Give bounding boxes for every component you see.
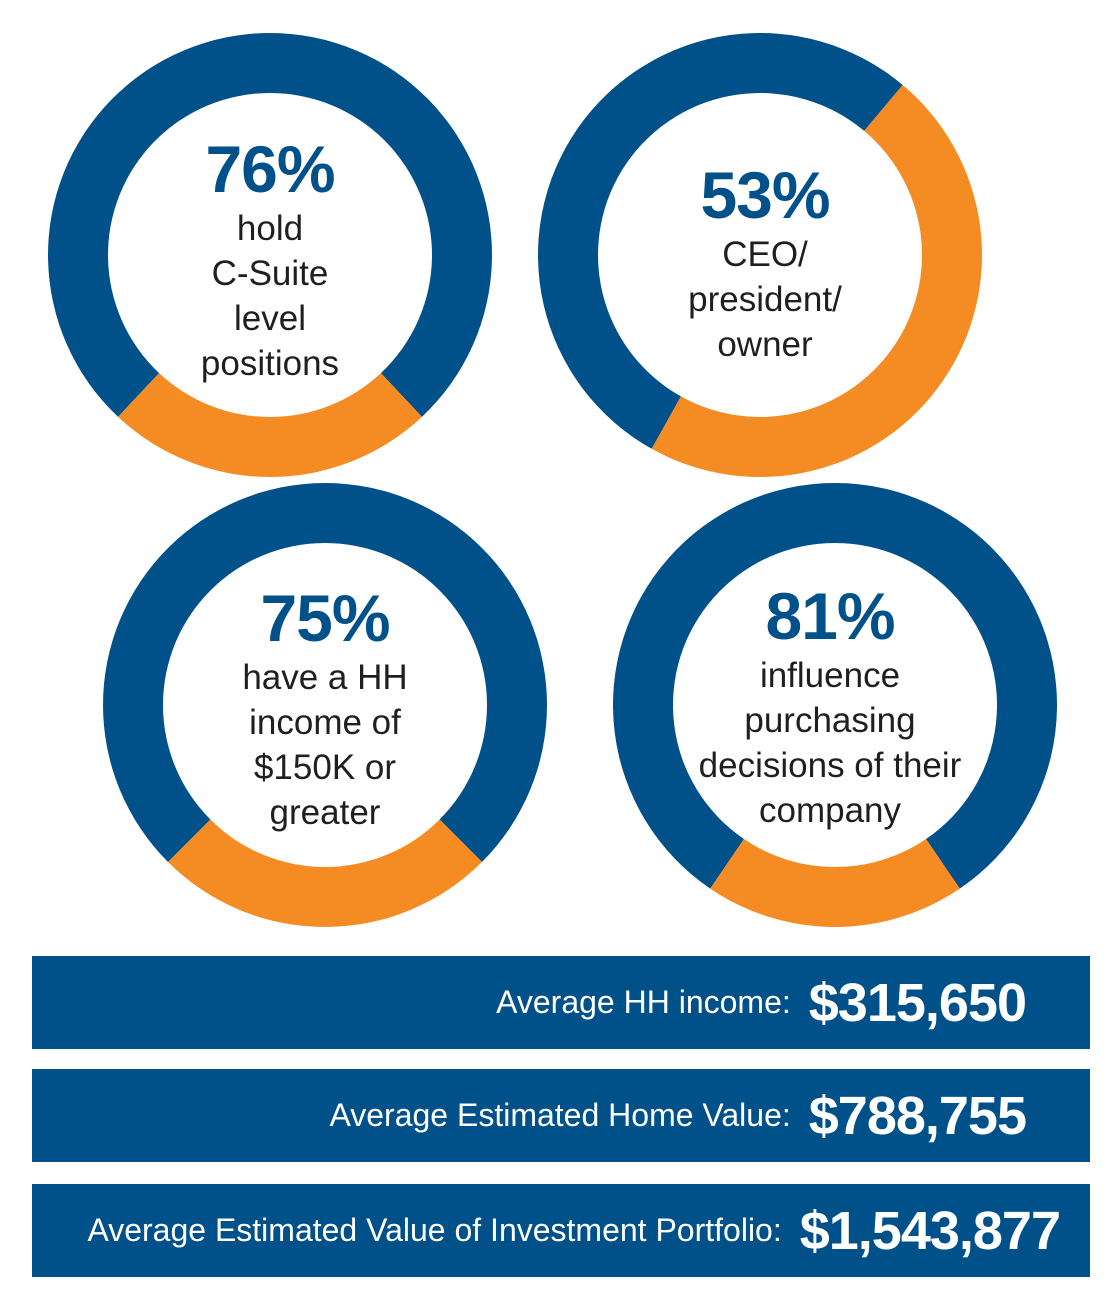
desc-line: level (234, 299, 306, 338)
donut-text-4: 81% influence purchasing decisions of th… (670, 583, 990, 833)
stat-label: Average HH income: (496, 984, 791, 1020)
desc-line: president/ (688, 280, 842, 319)
donut-text-3: 75% have a HH income of $150K or greater (195, 585, 455, 835)
donut-segment-primary-1 (48, 32, 493, 417)
donut-desc-2: CEO/ president/ owner (640, 232, 890, 367)
donut-charts (48, 32, 1057, 928)
stat-value: $1,543,877 (799, 1200, 1061, 1261)
donut-segment-accent-4 (710, 838, 960, 928)
desc-line: hold (236, 209, 304, 248)
stat-value: $315,650 (808, 972, 1027, 1033)
donut-desc-3: have a HH income of $150K or greater (195, 655, 455, 835)
donut-segment-primary-3 (103, 483, 548, 862)
stat-bar-hh-income: Average HH income: $315,650 (32, 956, 1090, 1049)
stat-value: $788,755 (808, 1085, 1027, 1146)
donut-segment-primary-4 (613, 483, 1057, 889)
donut-text-2: 53% CEO/ president/ owner (640, 162, 890, 367)
desc-line: purchasing (744, 701, 916, 740)
donut-percent-2: 53% (700, 158, 830, 232)
stat-label: Average Estimated Home Value: (329, 1097, 791, 1133)
desc-line: greater (269, 793, 381, 832)
donut-segment-accent-1 (118, 373, 422, 477)
stat-label: Average Estimated Value of Investment Po… (87, 1212, 782, 1248)
desc-line: company (758, 791, 902, 830)
donut-percent-3: 75% (260, 581, 390, 655)
desc-line: decisions of their (698, 746, 962, 785)
desc-line: CEO/ (722, 235, 808, 274)
desc-line: $150K or (253, 748, 397, 787)
desc-line: influence (759, 656, 901, 695)
stat-bar-home-value: Average Estimated Home Value: $788,755 (32, 1069, 1090, 1162)
desc-line: positions (200, 344, 340, 383)
donut-desc-1: hold C-Suite level positions (150, 206, 390, 386)
donut-percent-1: 76% (205, 132, 335, 206)
stat-bar-investment-portfolio: Average Estimated Value of Investment Po… (32, 1184, 1090, 1277)
desc-line: have a HH (242, 658, 408, 697)
donut-segment-accent-3 (168, 819, 482, 927)
desc-line: owner (717, 325, 813, 364)
donut-segment-accent-2 (651, 84, 983, 478)
donut-text-1: 76% hold C-Suite level positions (150, 136, 390, 386)
donut-percent-4: 81% (765, 579, 895, 653)
desc-line: C-Suite (211, 254, 329, 293)
donut-segment-primary-2 (538, 33, 903, 449)
desc-line: income of (249, 703, 401, 742)
donut-desc-4: influence purchasing decisions of their … (670, 653, 990, 833)
